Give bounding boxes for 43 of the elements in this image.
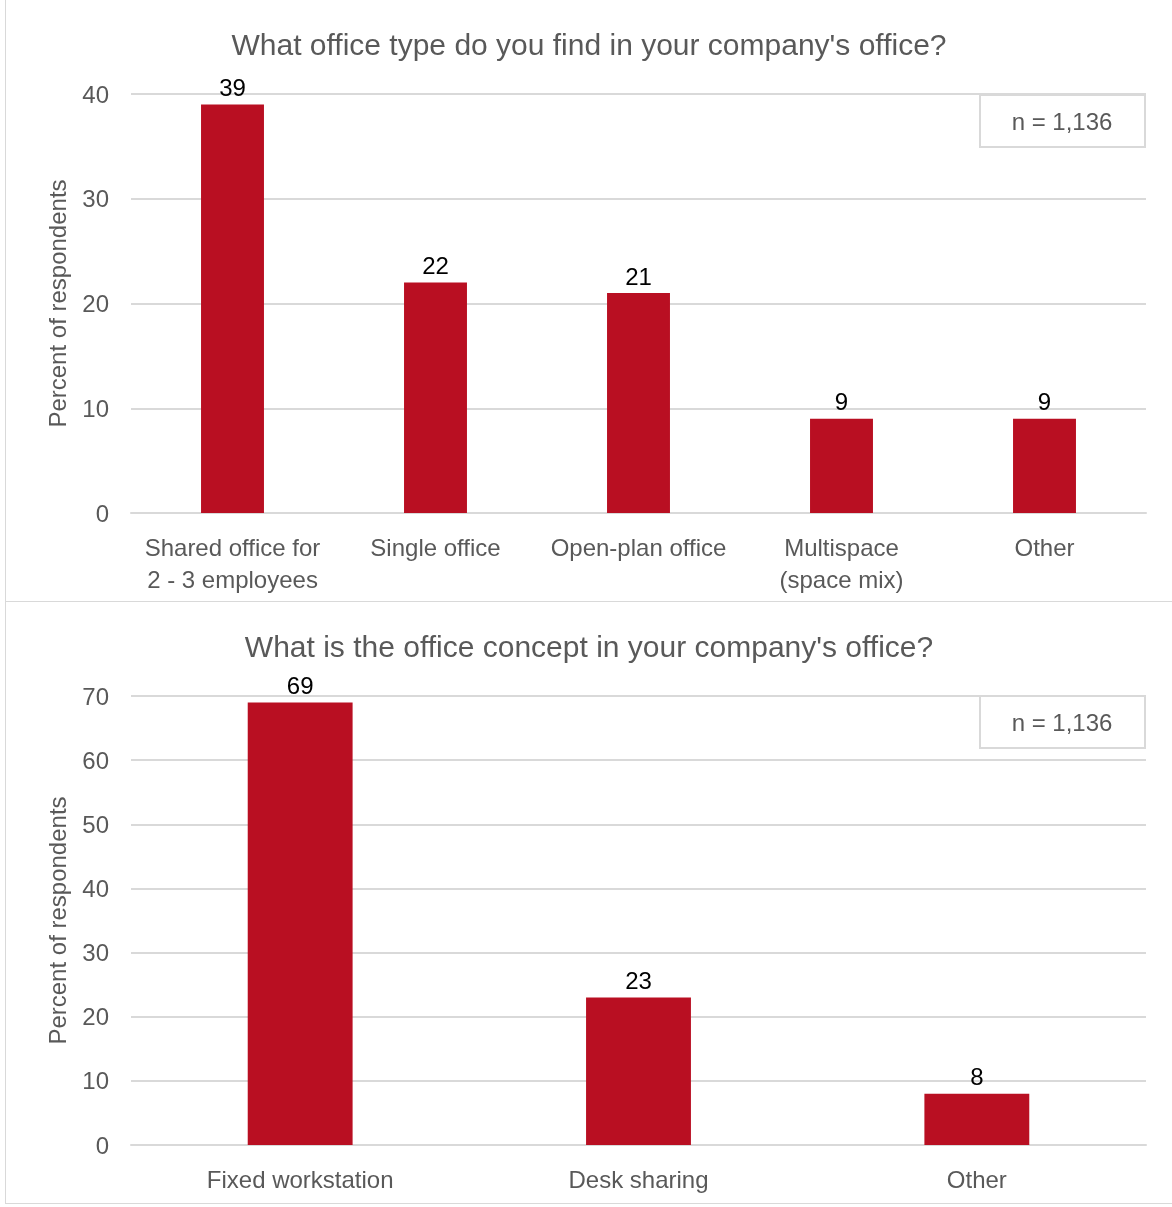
- x-tick-label: Desk sharing: [568, 1165, 709, 1193]
- annotation: n = 1,136: [1011, 708, 1113, 736]
- data-label: 8: [970, 1063, 984, 1091]
- x-tick-label: Single office: [370, 533, 501, 561]
- bar: [924, 1093, 1030, 1145]
- data-label: 39: [219, 73, 246, 101]
- y-tick-label: 0: [95, 499, 109, 527]
- x-tick-label: Fixed workstation: [206, 1165, 394, 1193]
- data-label: 21: [625, 262, 652, 290]
- y-tick-label: 30: [82, 939, 109, 967]
- annotation: n = 1,136: [1011, 107, 1113, 135]
- x-tick-label: Multispace (space mix): [779, 533, 904, 593]
- data-label: 69: [286, 671, 314, 699]
- y-axis-title: Percent of respondents: [43, 796, 71, 1045]
- bar: [404, 282, 467, 513]
- data-label: 9: [1037, 388, 1052, 416]
- bar: [586, 997, 691, 1145]
- data-label: 23: [625, 966, 652, 994]
- y-tick-label: 70: [82, 682, 109, 710]
- y-tick-label: 20: [82, 1003, 109, 1031]
- x-tick-label: Other: [1014, 533, 1075, 561]
- y-axis-title: Percent of respondents: [43, 179, 71, 428]
- y-tick-label: 10: [82, 394, 109, 422]
- x-tick-label: Open-plan office: [550, 533, 727, 561]
- x-tick-label: Shared office for 2 - 3 employees: [144, 533, 321, 593]
- y-tick-label: 10: [82, 1067, 109, 1095]
- bar: [247, 702, 353, 1145]
- chart-title: What is the office concept in your company's office?: [244, 629, 934, 663]
- data-label: 22: [422, 252, 449, 280]
- y-tick-label: 60: [82, 746, 109, 774]
- x-tick-label: Other: [946, 1165, 1007, 1193]
- y-tick-label: 20: [82, 290, 109, 317]
- data-label: 9: [834, 388, 849, 416]
- y-tick-label: 40: [82, 874, 109, 902]
- y-tick-label: 40: [82, 80, 109, 108]
- bar: [201, 104, 264, 513]
- y-tick-label: 50: [82, 810, 109, 838]
- bar: [1013, 418, 1076, 513]
- y-tick-label: 30: [82, 185, 109, 213]
- bar: [607, 293, 670, 513]
- chart-title: What office type do you find in your company's office?: [231, 27, 947, 61]
- y-tick-label: 0: [95, 1131, 109, 1159]
- bar: [810, 418, 873, 513]
